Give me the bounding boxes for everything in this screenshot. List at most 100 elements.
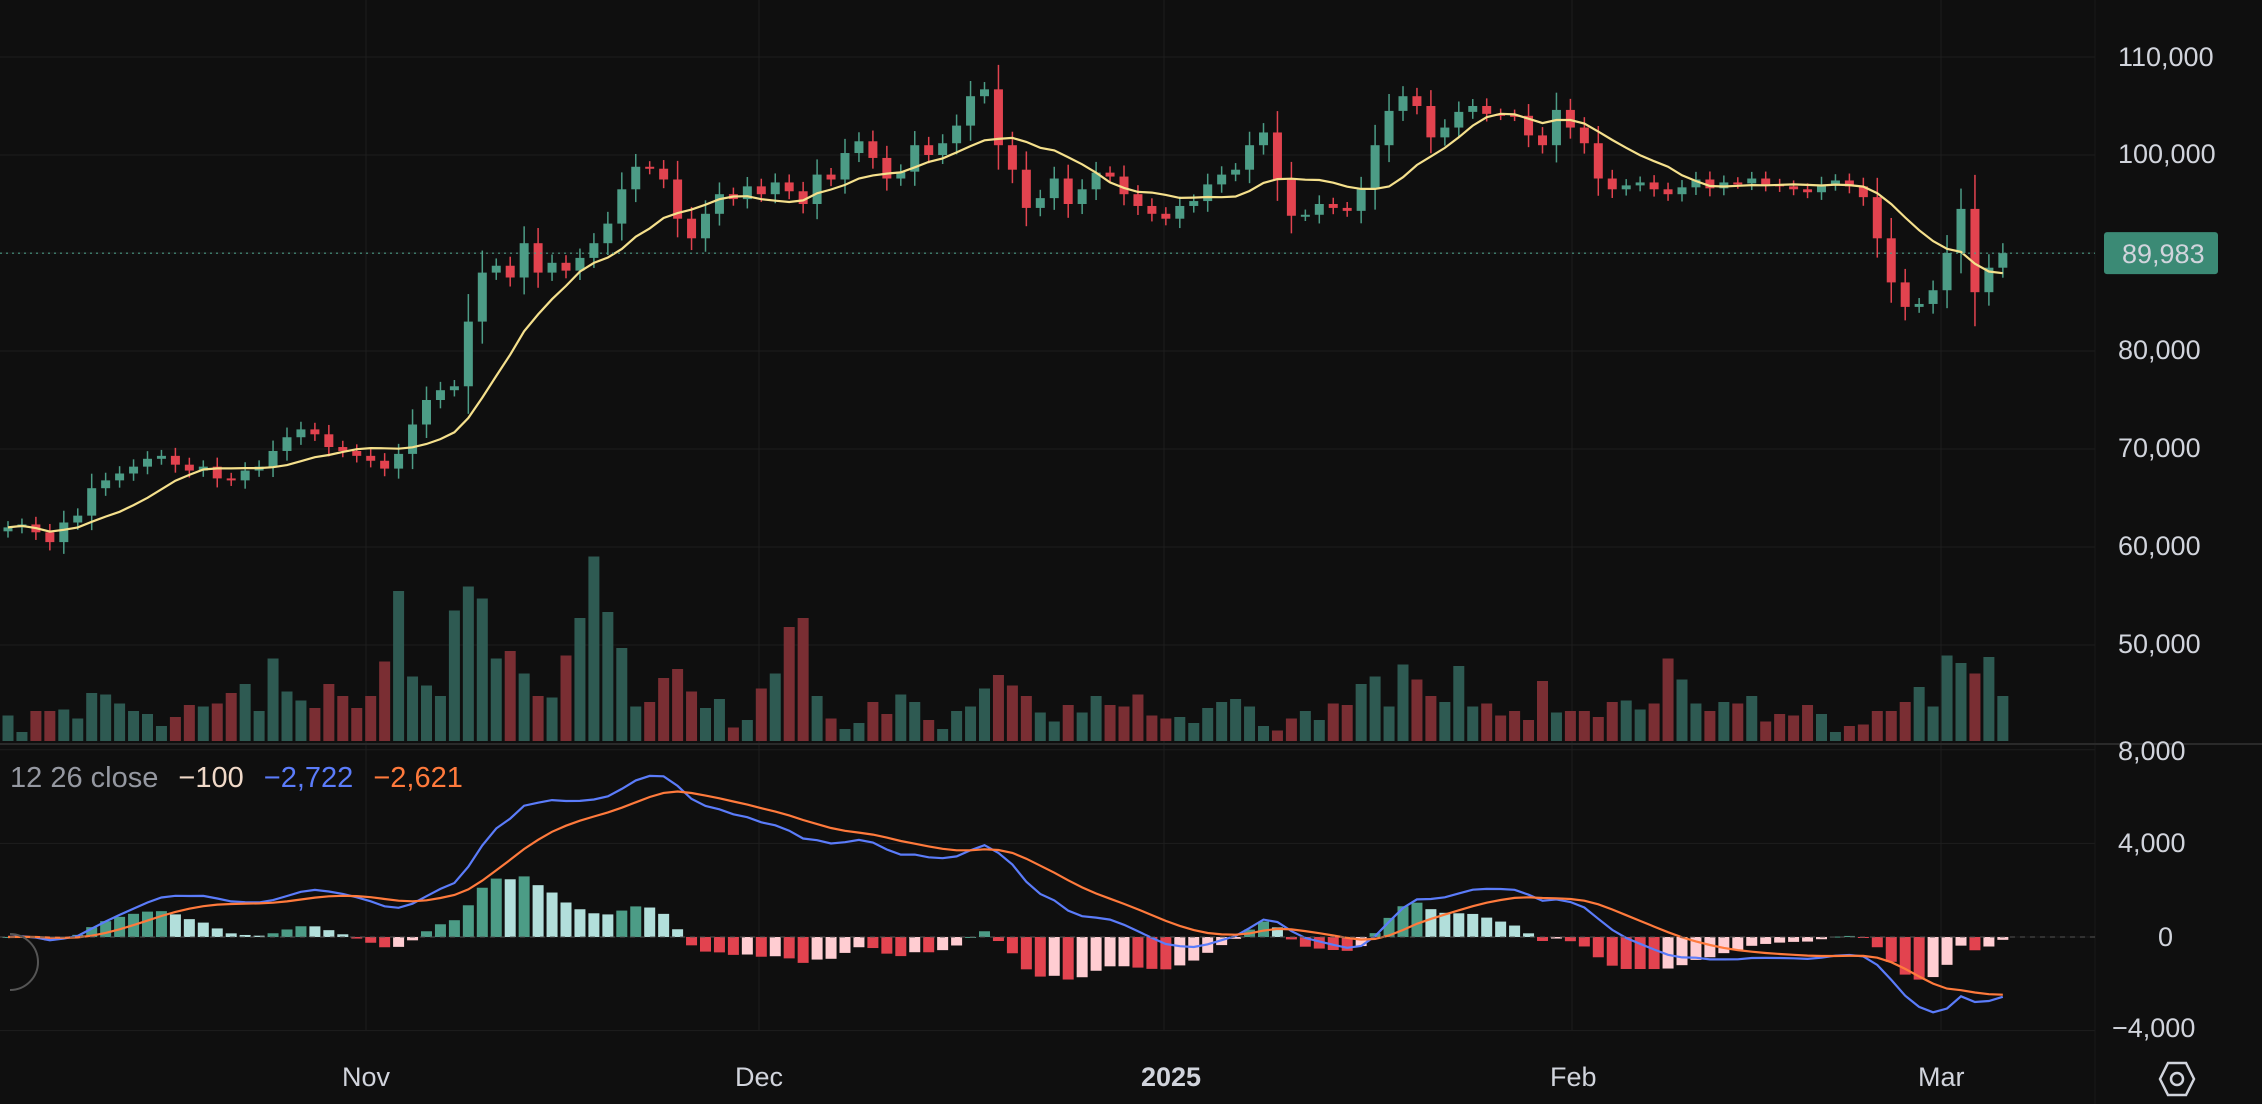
candle-body [170,455,180,465]
candle [156,449,166,465]
candle [1551,92,1561,163]
candle-body [938,143,948,155]
volume-bar [1230,699,1242,741]
candle [1370,124,1380,210]
macd-histogram-bar [1969,937,1981,951]
volume-bar [686,691,698,741]
candle [310,422,320,441]
candle [714,182,724,226]
macd-histogram-bar [602,914,614,937]
candle [1342,201,1352,217]
candle-body [1677,187,1687,195]
volume-bar [979,688,990,741]
candle [1328,197,1338,215]
candle-body [1830,180,1840,185]
volume-bar [1955,663,1967,741]
candle [645,161,655,175]
candle [115,466,125,488]
candle-body [1356,189,1366,211]
candle [422,386,431,438]
macd-histogram-bar [1885,937,1897,962]
time-tick-label: Dec [735,1062,783,1092]
volume-bar [1550,712,1562,741]
volume-bar [867,702,879,741]
macd-histogram-bar [1592,937,1604,958]
macd-histogram-bar [574,909,586,937]
candle [561,255,571,279]
macd-histogram-bar [811,937,823,960]
volume-bar [16,732,28,741]
macd-histogram-bar [421,931,432,937]
candle-body [519,243,529,278]
candle-body [1259,132,1268,146]
candle-body [770,182,780,195]
candle-body [1272,132,1282,180]
candle [673,160,683,238]
candle-body [659,168,669,180]
macd-histogram-bar [1941,937,1953,965]
volume-bar [1676,679,1688,741]
price-axis[interactable]: 110,000 100,000 80,000 70,000 60,000 50,000 [2118,42,2216,659]
volume-bar [992,675,1004,741]
price-tick-label: 80,000 [2118,335,2201,365]
candle-body [714,194,724,214]
macd-histogram-bar [1495,921,1507,937]
macd-histogram-bar [462,905,474,937]
candle-body [1161,213,1171,219]
volume-bar [1160,718,1172,741]
macd-histogram-bar [1481,917,1493,937]
macd-histogram-bar [1983,937,1995,947]
candle-body [449,386,459,391]
gear-icon[interactable] [2158,1060,2196,1098]
volume-bar [616,648,628,741]
candle-body [673,179,683,219]
candle [993,64,1003,170]
volume-bar [1662,658,1674,741]
volume-bar [448,610,460,741]
current-price-badge-bg [2104,232,2218,275]
volume-bar [351,708,363,741]
macd-histogram-bar [1258,921,1269,937]
candle-body [603,223,613,244]
candle-body [1370,145,1380,190]
volume-bar [1327,703,1339,741]
volume-bar [1690,703,1702,741]
macd-histogram-bar [1523,933,1535,937]
volume-bar [323,684,335,741]
macd-axis[interactable]: 8,000 4,000 0 −4,000 [2112,736,2195,1043]
volume-bar [393,591,405,741]
macd-histogram-bar [1090,937,1102,971]
candle [603,211,613,255]
candle-body [1175,205,1185,219]
candle-body [226,478,236,481]
volume-bar [253,711,265,741]
candle-body [394,453,404,469]
candle [952,114,962,155]
volume-bar [797,618,809,741]
macd-histogram-bar [867,937,879,949]
candle-body [1105,172,1115,177]
macd-histogram-bar [1076,937,1088,978]
candle [1886,217,1896,303]
volume-bar [72,718,84,741]
candle-body [143,458,152,467]
volume-bar [1132,694,1144,741]
candle-body [547,262,557,273]
volume-bar [713,699,725,741]
time-axis[interactable]: Nov Dec 2025 Feb Mar [342,1062,1965,1092]
candle-body [1063,178,1073,204]
volume-bar [1369,676,1381,741]
candle [1914,298,1924,313]
volume-bar [630,706,642,741]
macd-histogram-bar [1104,937,1116,967]
volume-bar [546,697,558,741]
macd-histogram-bar [1927,937,1939,978]
volume-bar [1718,702,1730,741]
macd-histogram-bar [267,933,279,937]
scroll-handle[interactable] [9,933,39,991]
macd-histogram-bar [727,937,739,955]
candle-body [422,400,431,425]
macd-histogram-bar [839,937,851,953]
candle-body [1817,184,1826,193]
